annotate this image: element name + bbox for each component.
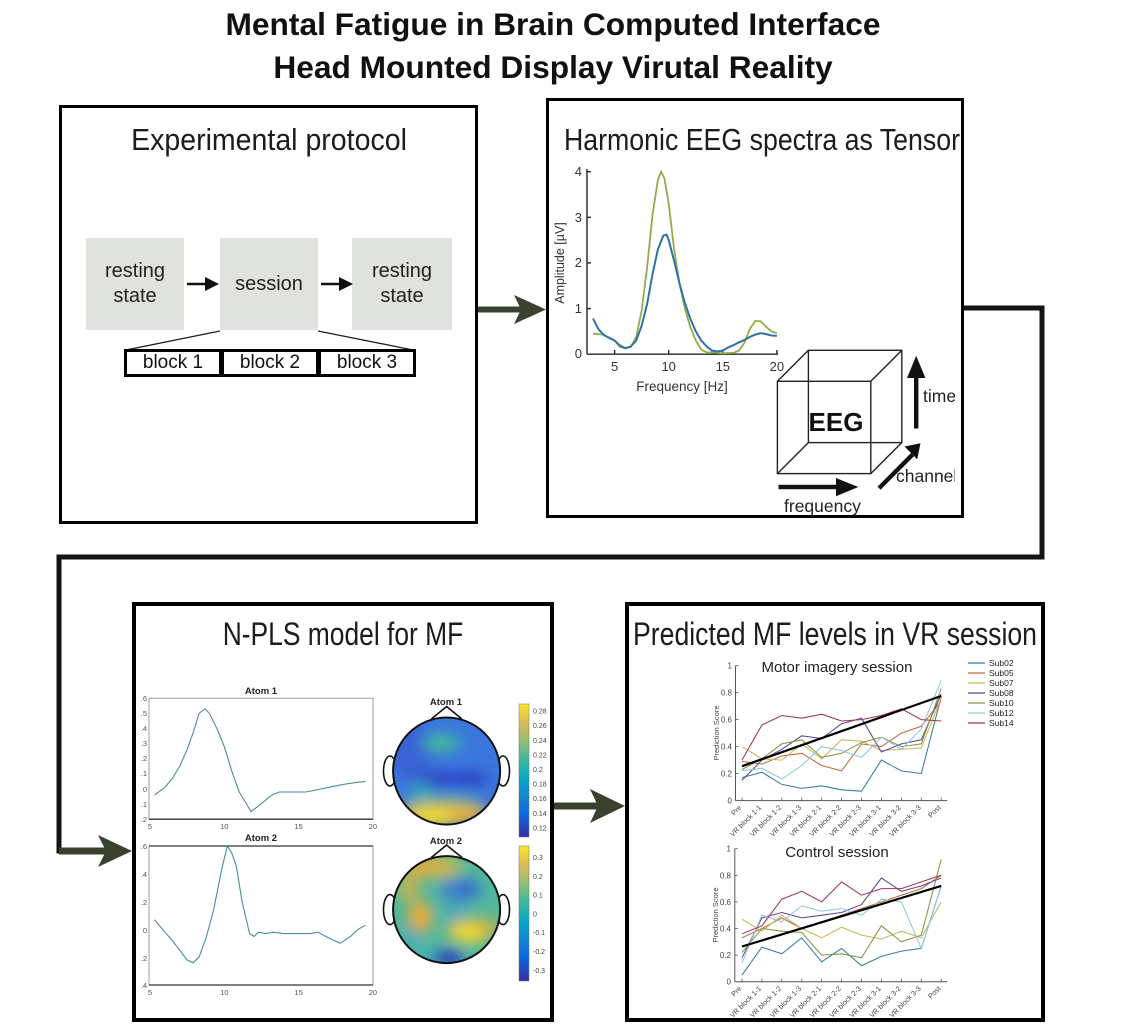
svg-text:channel: channel [896,466,955,486]
svg-text:1: 1 [575,301,582,316]
svg-text:Prediction Score: Prediction Score [712,705,721,760]
svg-text:0.18: 0.18 [533,782,547,789]
svg-text:20: 20 [770,359,784,374]
svg-text:0.4: 0.4 [721,743,733,752]
svg-text:EEG: EEG [809,407,864,437]
svg-text:.1: .1 [141,769,147,778]
svg-text:5: 5 [611,359,618,374]
svg-text:0.2: 0.2 [533,874,543,881]
svg-text:.6: .6 [141,694,147,703]
svg-text:Sub12: Sub12 [989,708,1014,718]
svg-text:3: 3 [575,210,582,225]
svg-text:5: 5 [148,822,152,831]
svg-text:0.6: 0.6 [721,716,733,725]
svg-text:Atom 1: Atom 1 [430,697,463,708]
svg-text:.2: .2 [141,898,147,907]
svg-text:Motor imagery session: Motor imagery session [762,659,913,676]
svg-text:0: 0 [533,911,537,918]
svg-text:.4: .4 [141,724,147,733]
svg-text:Sub08: Sub08 [989,688,1014,698]
svg-text:.2: .2 [141,954,147,963]
svg-text:.5: .5 [141,709,147,718]
svg-text:.4: .4 [141,870,147,879]
svg-text:0.2: 0.2 [721,770,733,779]
svg-text:-0.1: -0.1 [533,930,545,937]
svg-text:15: 15 [294,822,302,831]
svg-text:.2: .2 [141,754,147,763]
svg-text:0: 0 [143,785,147,794]
svg-text:.6: .6 [141,842,147,851]
svg-text:0.1: 0.1 [533,893,543,900]
svg-text:.3: .3 [141,739,147,748]
svg-text:0: 0 [727,978,732,987]
svg-text:2: 2 [575,255,582,270]
svg-text:10: 10 [220,988,228,997]
svg-text:20: 20 [369,822,377,831]
svg-text:1: 1 [728,662,733,671]
svg-text:0.26: 0.26 [533,723,547,730]
svg-text:0: 0 [728,797,733,806]
svg-text:time: time [923,386,955,406]
svg-text:20: 20 [369,988,377,997]
svg-text:0.16: 0.16 [533,796,547,803]
svg-text:frequency: frequency [784,496,861,515]
svg-text:Sub07: Sub07 [989,678,1014,688]
svg-text:Post: Post [926,984,943,1001]
svg-text:Atom 2: Atom 2 [430,836,462,847]
svg-text:Atom 1: Atom 1 [245,686,278,697]
svg-text:0.8: 0.8 [720,871,732,880]
svg-text:.4: .4 [141,981,147,990]
svg-text:Sub05: Sub05 [989,668,1014,678]
svg-text:0.6: 0.6 [720,898,732,907]
svg-text:0.4: 0.4 [720,925,732,934]
svg-text:10: 10 [661,359,675,374]
svg-text:0.14: 0.14 [533,811,547,818]
svg-text:.1: .1 [141,800,147,809]
svg-text:15: 15 [294,988,302,997]
svg-text:Amplitude [µV]: Amplitude [µV] [553,222,567,304]
svg-text:0: 0 [575,346,582,361]
svg-text:0.28: 0.28 [533,709,547,716]
svg-text:0.2: 0.2 [720,951,732,960]
svg-text:Atom 2: Atom 2 [245,833,277,844]
svg-text:0.3: 0.3 [533,855,543,862]
svg-text:Pre: Pre [729,984,743,998]
svg-text:5: 5 [148,988,152,997]
svg-text:10: 10 [220,822,228,831]
svg-text:0.12: 0.12 [533,825,547,832]
svg-text:1: 1 [727,845,732,854]
svg-text:4: 4 [575,164,582,179]
svg-text:-0.3: -0.3 [533,968,545,975]
svg-text:Sub14: Sub14 [989,718,1014,728]
svg-text:-0.2: -0.2 [533,949,545,956]
svg-text:Sub02: Sub02 [989,658,1014,668]
svg-text:15: 15 [716,359,730,374]
svg-text:0.22: 0.22 [533,752,547,759]
svg-text:0.2: 0.2 [533,767,543,774]
svg-text:Post: Post [926,803,943,820]
svg-text:Prediction Score: Prediction Score [711,887,720,942]
svg-text:0: 0 [143,926,147,935]
svg-text:Control session: Control session [785,844,888,861]
svg-text:0.8: 0.8 [721,689,733,698]
svg-text:Frequency [Hz]: Frequency [Hz] [636,379,728,394]
svg-text:0.24: 0.24 [533,738,547,745]
svg-text:Sub10: Sub10 [989,698,1014,708]
svg-text:.2: .2 [141,815,147,824]
